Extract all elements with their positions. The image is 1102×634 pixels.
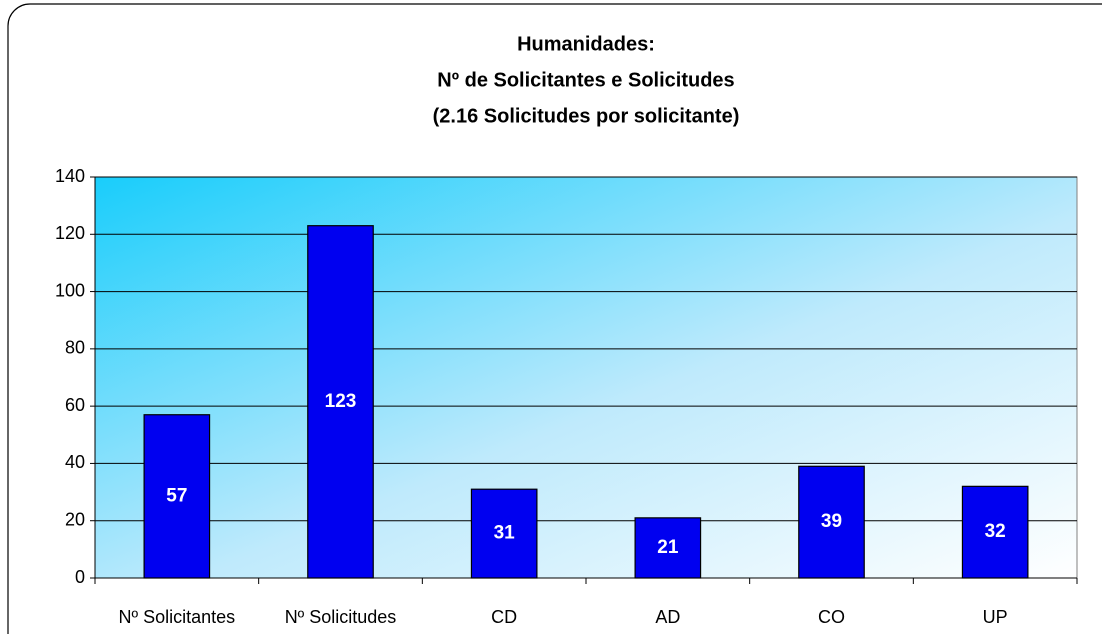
y-tick-label: 40 [65,452,85,472]
chart-title: Humanidades: [517,33,655,55]
value-label: 31 [494,523,516,544]
y-tick-label: 140 [55,166,85,186]
value-label: 57 [166,485,187,506]
y-tick-label: 100 [55,280,85,300]
bar [307,225,374,579]
value-label: 123 [325,391,357,412]
value-label: 21 [657,537,679,558]
value-label: 32 [985,521,1006,542]
x-tick-label: CO [818,607,845,627]
y-tick-label: 20 [65,509,85,529]
x-tick-label: Nº Solicitudes [285,607,397,627]
bar [798,465,865,579]
x-tick-label: AD [655,607,680,627]
bar [143,414,211,579]
y-tick-label: 80 [65,338,85,358]
y-tick-label: 0 [75,567,85,587]
x-tick-label: Nº Solicitantes [119,607,236,627]
chart-title: Nº de Solicitantes e Solicitudes [437,69,734,91]
x-tick-label: UP [983,607,1008,627]
bar [634,517,702,579]
plot-area [94,176,1078,579]
value-label: 39 [821,511,842,532]
bar [470,488,538,579]
y-tick-label: 60 [65,395,85,415]
x-tick-label: CD [491,607,517,627]
bar [961,485,1029,579]
chart-title: (2.16 Solicitudes por solicitante) [433,105,740,127]
y-tick-label: 120 [55,223,85,243]
